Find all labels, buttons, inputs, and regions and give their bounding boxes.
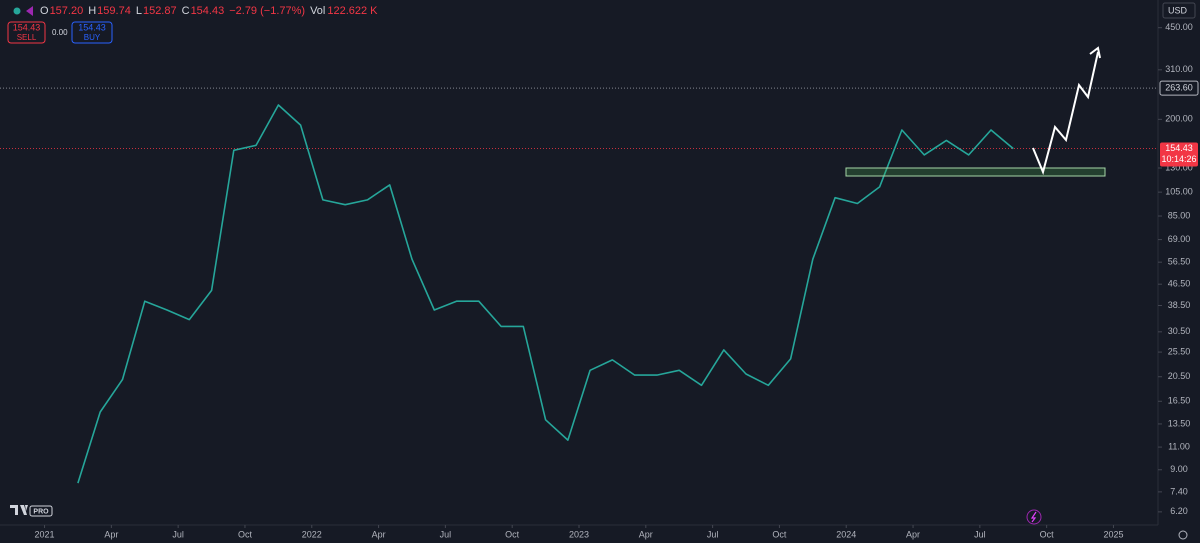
y-tick-label: 310.00 <box>1165 64 1193 74</box>
reference-label-box <box>1159 80 1199 96</box>
ohlc-value: 152.87 <box>143 5 177 17</box>
logo-badge-box <box>29 505 53 517</box>
ohlc-value: 157.20 <box>50 5 84 17</box>
forecast-arrowhead <box>1089 46 1101 59</box>
forecast-path <box>1032 51 1099 176</box>
ohlc-key: C <box>182 5 190 17</box>
x-tick-label: 2022 <box>302 529 322 539</box>
y-tick-label: 105.00 <box>1165 187 1193 197</box>
status-dot <box>13 7 21 15</box>
x-tick-label: 2025 <box>1103 529 1123 539</box>
last-price-label: 154.43 <box>1165 143 1193 153</box>
buy-label: BUY <box>84 33 101 42</box>
y-tick-label: 130.00 <box>1165 162 1193 172</box>
price-change: −2.79 (−1.77%) <box>229 5 305 17</box>
y-tick-label: 13.50 <box>1168 418 1191 428</box>
x-tick-label: Apr <box>372 529 386 539</box>
x-tick-label: Jul <box>172 529 184 539</box>
y-tick-label: 16.50 <box>1168 396 1191 406</box>
x-tick-label: Apr <box>906 529 920 539</box>
y-tick-label: 46.50 <box>1168 279 1191 289</box>
spread: 0.00 <box>52 28 68 37</box>
settings-icon[interactable] <box>1178 530 1188 540</box>
logo-badge: PRO <box>33 508 49 515</box>
x-tick-label: Jul <box>974 529 986 539</box>
sell-button[interactable] <box>7 21 46 44</box>
alert-bolt <box>1030 511 1037 523</box>
y-tick-label: 56.50 <box>1168 257 1191 267</box>
ohlc-value: 154.43 <box>191 5 225 17</box>
countdown: 10:14:26 <box>1161 154 1196 164</box>
x-tick-label: Oct <box>1040 529 1055 539</box>
alert-icon[interactable] <box>1026 509 1042 525</box>
y-tick-label: 20.50 <box>1168 371 1191 381</box>
y-tick-label: 200.00 <box>1165 114 1193 124</box>
buy-price: 154.43 <box>78 22 106 32</box>
ohlc-value: 159.74 <box>97 5 131 17</box>
currency: USD <box>1168 5 1188 15</box>
y-tick-label: 38.50 <box>1168 300 1191 310</box>
x-tick-label: Oct <box>238 529 253 539</box>
indicator-icon <box>26 6 33 16</box>
y-tick-label: 30.50 <box>1168 326 1191 336</box>
price-line <box>77 104 1014 484</box>
buy-button[interactable] <box>71 21 113 44</box>
x-tick-label: 2024 <box>836 529 856 539</box>
plot <box>0 27 1162 528</box>
y-tick-label: 6.20 <box>1170 506 1188 516</box>
x-tick-label: Oct <box>772 529 787 539</box>
ohlc-key: H <box>88 5 96 17</box>
currency-box[interactable] <box>1162 2 1196 19</box>
x-tick-label: 2023 <box>569 529 589 539</box>
ohlc-header: O 157.20 H 159.74 L 152.87 C 154.43 −2.79 (−1.77… <box>40 5 378 17</box>
y-tick-label: 85.00 <box>1168 210 1191 220</box>
volume-key: Vol <box>310 5 325 17</box>
y-tick-label: 9.00 <box>1170 464 1188 474</box>
logo <box>10 505 28 515</box>
ohlc-key: O <box>40 5 49 17</box>
y-tick-label: 11.00 <box>1168 441 1190 451</box>
volume-value: 122.622 K <box>327 5 378 17</box>
x-tick-label: Jul <box>707 529 719 539</box>
sell-price: 154.43 <box>13 22 41 32</box>
ohlc-key: L <box>136 5 142 17</box>
x-tick-label: Oct <box>505 529 520 539</box>
y-tick-label: 69.00 <box>1168 234 1191 244</box>
y-tick-label: 25.50 <box>1168 346 1191 356</box>
reference-label: 263.60 <box>1165 83 1193 93</box>
x-tick-label: Apr <box>104 529 118 539</box>
x-tick-label: 2021 <box>35 529 55 539</box>
y-tick-label: 7.40 <box>1170 486 1188 496</box>
y-tick-label: 450.00 <box>1165 22 1193 32</box>
support-zone <box>845 167 1106 177</box>
last-price-box <box>1160 142 1198 167</box>
x-tick-label: Jul <box>440 529 452 539</box>
sell-label: SELL <box>17 33 37 42</box>
x-tick-label: Apr <box>639 529 653 539</box>
